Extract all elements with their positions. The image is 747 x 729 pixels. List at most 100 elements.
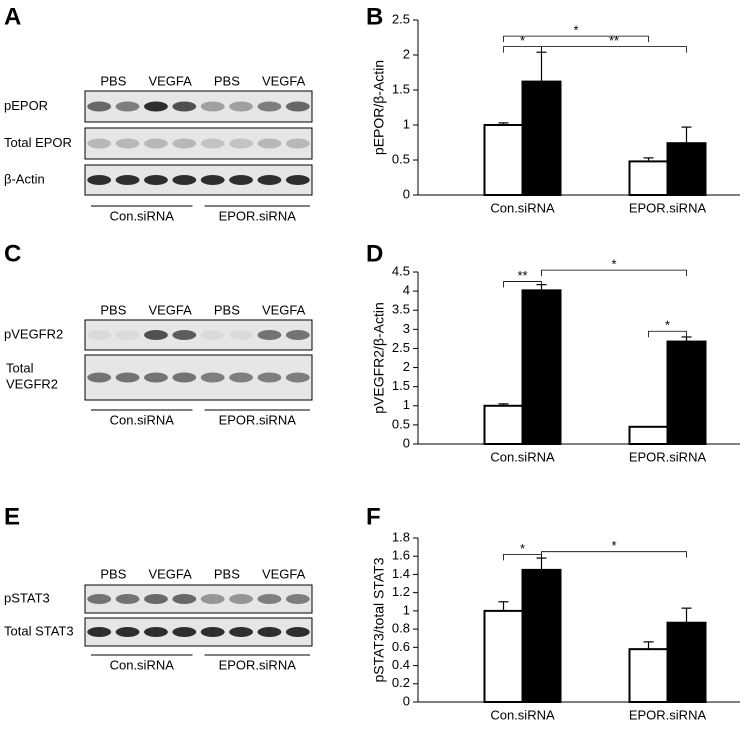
row-label: pEPOR	[4, 98, 48, 113]
significance-label: *	[611, 538, 616, 553]
y-tick-label: 1.5	[392, 81, 410, 96]
lane-label: VEGFA	[262, 566, 306, 581]
blot-strip	[84, 127, 313, 160]
row-label: Total EPOR	[4, 135, 72, 150]
band	[285, 594, 310, 604]
band	[172, 330, 197, 340]
y-tick-label: 2	[403, 359, 410, 374]
band	[144, 101, 168, 112]
band	[257, 101, 282, 112]
y-tick-label: 1.2	[392, 584, 410, 599]
band	[229, 594, 253, 604]
panel-letter: B	[366, 3, 383, 30]
band	[144, 175, 168, 185]
band	[229, 330, 253, 340]
group-label: EPOR.siRNA	[219, 208, 297, 223]
group-label: EPOR.siRNA	[219, 657, 297, 672]
group-label: Con.siRNA	[110, 657, 175, 672]
lane-label: PBS	[100, 302, 126, 317]
y-tick-label: 1.4	[392, 566, 410, 581]
y-axis-label: pSTAT3/total STAT3	[371, 557, 387, 682]
bar	[521, 289, 562, 446]
significance-bracket	[503, 35, 649, 43]
y-tick-label: 3.5	[392, 302, 410, 317]
y-tick-label: 1.6	[392, 548, 410, 563]
band	[229, 175, 253, 185]
band	[257, 138, 282, 149]
significance-label: *	[520, 33, 525, 48]
bar	[666, 621, 707, 704]
band	[285, 372, 310, 383]
significance-bracket	[541, 46, 687, 53]
band	[229, 138, 253, 149]
band	[115, 101, 140, 112]
band	[144, 627, 168, 637]
band	[172, 175, 197, 185]
y-tick-label: 2.5	[392, 340, 410, 355]
y-tick-label: 2	[403, 46, 410, 61]
band	[87, 175, 112, 185]
group-label: Con.siRNA	[110, 208, 175, 223]
y-tick-label: 0.5	[392, 416, 410, 431]
band	[115, 138, 140, 149]
band	[200, 138, 225, 149]
significance-label: *	[665, 318, 670, 333]
significance-label: **	[609, 33, 619, 48]
bar	[483, 124, 524, 196]
y-tick-label: 2.5	[392, 11, 410, 26]
bar	[483, 404, 524, 445]
significance-label: **	[517, 268, 527, 283]
y-tick-label: 4.5	[392, 263, 410, 278]
band	[285, 101, 310, 112]
bar	[521, 568, 562, 704]
row-label: β-Actin	[4, 171, 45, 186]
y-axis-label: pEPOR/β-Actin	[371, 60, 387, 155]
band	[172, 138, 197, 149]
y-tick-label: 0.4	[392, 657, 410, 672]
band	[200, 594, 225, 604]
band	[257, 330, 282, 340]
lane-label: VEGFA	[148, 302, 192, 317]
bar	[666, 340, 707, 446]
bar	[628, 160, 669, 196]
band	[200, 101, 225, 112]
band	[87, 138, 112, 149]
bar	[521, 80, 562, 196]
band	[229, 627, 253, 637]
x-tick-label: Con.siRNA	[490, 449, 555, 464]
lane-label: VEGFA	[262, 73, 306, 88]
row-label: Total STAT3	[4, 623, 74, 638]
band	[172, 594, 197, 604]
y-tick-label: 1.5	[392, 378, 410, 393]
panel-letter: F	[366, 503, 381, 530]
band	[257, 372, 282, 383]
bar	[483, 609, 524, 704]
lane-label: PBS	[214, 73, 240, 88]
band	[87, 101, 112, 112]
band	[172, 627, 197, 637]
blot-strip	[84, 90, 313, 123]
band	[115, 627, 140, 637]
y-axis-label: pVEGFR2/β-Actin	[371, 302, 387, 414]
x-tick-label: Con.siRNA	[490, 200, 555, 215]
y-tick-label: 1.8	[392, 529, 410, 544]
y-tick-label: 0.5	[392, 151, 410, 166]
x-tick-label: EPOR.siRNA	[629, 449, 707, 464]
lane-label: PBS	[214, 302, 240, 317]
panel-letter: A	[4, 3, 21, 30]
band	[87, 330, 112, 340]
band	[285, 627, 310, 637]
band	[229, 101, 253, 112]
band	[200, 372, 225, 383]
panel-letter: C	[4, 240, 21, 267]
band	[200, 175, 225, 185]
band	[200, 330, 225, 340]
significance-label: *	[573, 23, 578, 38]
significance-bracket	[503, 281, 542, 288]
band	[285, 138, 310, 149]
lane-label: VEGFA	[148, 566, 192, 581]
band	[257, 627, 282, 637]
lane-label: VEGFA	[148, 73, 192, 88]
